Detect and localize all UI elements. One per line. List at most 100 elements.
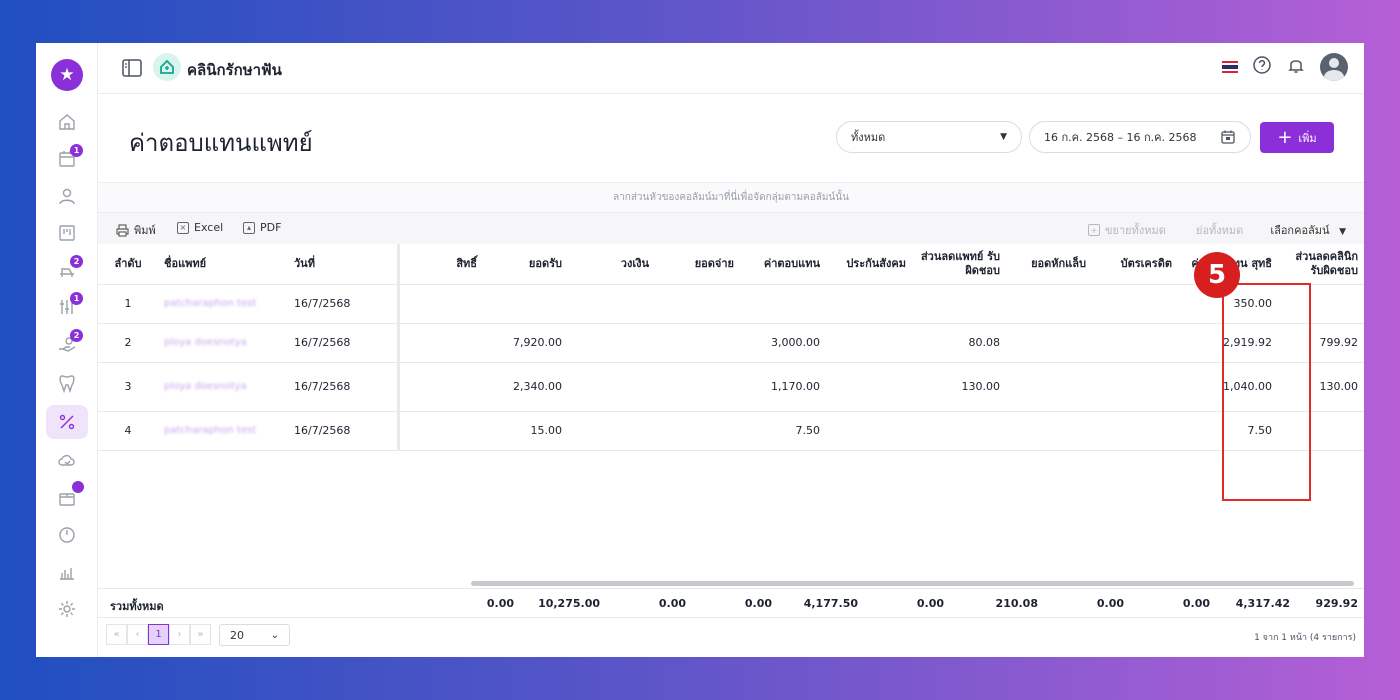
col-header[interactable]: ยอดรับ — [483, 244, 568, 285]
cell-social — [826, 284, 912, 324]
group-panel-hint[interactable]: ลากส่วนหัวของคอลัมน์มาที่นี่เพื่อจัดกลุ่… — [98, 182, 1364, 212]
hand-coin-icon[interactable]: 2 — [46, 327, 88, 361]
panel-toggle-icon[interactable] — [122, 59, 142, 77]
cell-social — [826, 362, 912, 412]
prev-page-button[interactable]: ‹ — [127, 624, 148, 645]
cell-doc-disc: 130.00 — [912, 362, 1006, 412]
cloud-check-icon[interactable] — [46, 443, 88, 477]
date-range-value: 16 ก.ค. 2568 – 16 ก.ค. 2568 — [1044, 131, 1197, 144]
board-icon[interactable] — [46, 216, 88, 250]
table-row[interactable]: 1 patcharaphon test 16/7/2568 350.00 — [98, 284, 1364, 324]
printer-icon — [116, 223, 129, 237]
col-header[interactable]: ยอดหักแล็บ — [1006, 244, 1092, 285]
excel-label: Excel — [194, 221, 224, 234]
col-header[interactable]: วันที่ — [288, 244, 400, 285]
cell-received: 2,340.00 — [483, 362, 568, 412]
cell-net: 1,040.00 — [1178, 362, 1278, 412]
expand-icon: + — [1088, 224, 1100, 236]
star-logo-icon[interactable]: ★ — [51, 59, 83, 91]
table-row[interactable]: 4 patcharaphon test 16/7/2568 15.00 7.50 7.50 — [98, 411, 1364, 451]
cell-doc-disc — [912, 284, 1006, 324]
col-header[interactable]: ชื่อแพทย์ — [158, 244, 288, 285]
total-credit: 0.00 — [1182, 597, 1210, 610]
expand-all-button[interactable]: + ขยายทั้งหมด — [1088, 221, 1166, 239]
cell-doctor: ploya doesnotya — [158, 362, 288, 412]
clinic-name: คลินิกรักษาฟัน — [187, 61, 282, 79]
dental-tools-icon[interactable]: 1 — [46, 290, 88, 324]
chevron-down-icon: ⌄ — [270, 629, 279, 641]
cell-date: 16/7/2568 — [288, 362, 400, 412]
chair-badge: 2 — [70, 255, 83, 268]
col-header[interactable]: บัตรเครดิต — [1092, 244, 1178, 285]
page-button[interactable]: 1 — [148, 624, 169, 645]
next-page-button[interactable]: › — [169, 624, 190, 645]
cell-right — [398, 362, 483, 412]
user-icon[interactable] — [46, 179, 88, 213]
expand-all-label: ขยายทั้งหมด — [1105, 224, 1166, 237]
cell-credit — [1092, 362, 1178, 412]
collapse-all-button[interactable]: ย่อทั้งหมด — [1196, 221, 1243, 239]
column-chooser[interactable]: เลือกคอลัมน์ ▼ — [1270, 221, 1346, 239]
cell-limit — [568, 411, 655, 451]
page-size-select[interactable]: 20 ⌄ — [219, 624, 290, 646]
horizontal-scrollbar[interactable] — [471, 581, 1354, 586]
bar-chart-icon[interactable] — [46, 555, 88, 589]
gauge-icon[interactable] — [46, 518, 88, 552]
cell-fee — [740, 284, 826, 324]
cell-fee: 3,000.00 — [740, 323, 826, 363]
help-icon[interactable] — [1252, 55, 1272, 79]
total-fee: 4,177.50 — [803, 597, 858, 610]
print-button[interactable]: พิมพ์ — [116, 221, 156, 239]
first-page-button[interactable]: « — [106, 624, 127, 645]
calendar-icon[interactable]: 1 — [46, 142, 88, 176]
col-header[interactable]: สิทธิ์ — [398, 244, 483, 285]
cell-clinic-disc: 130.00 — [1278, 362, 1364, 412]
col-header[interactable]: ค่าตอบแทน — [740, 244, 826, 285]
total-right: 0.00 — [486, 597, 514, 610]
cell-doc-disc: 80.08 — [912, 323, 1006, 363]
add-button[interactable]: + เพิ่ม — [1260, 122, 1334, 153]
excel-button[interactable]: × Excel — [177, 221, 223, 234]
tools-badge: 1 — [70, 292, 83, 305]
total-received: 10,275.00 — [538, 597, 600, 610]
home-icon[interactable] — [46, 105, 88, 139]
avatar[interactable] — [1320, 53, 1348, 81]
cell-received: 7,920.00 — [483, 323, 568, 363]
cell-no: 3 — [98, 362, 158, 412]
col-header[interactable]: ประกันสังคม — [826, 244, 912, 285]
cell-paid — [655, 323, 740, 363]
gear-icon[interactable] — [46, 592, 88, 626]
cell-received: 15.00 — [483, 411, 568, 451]
thai-flag-icon[interactable] — [1222, 61, 1238, 73]
col-header[interactable]: วงเงิน — [568, 244, 655, 285]
calendar-badge: 1 — [70, 144, 83, 157]
cell-doctor: patcharaphon test — [158, 284, 288, 324]
cell-net: 2,919.92 — [1178, 323, 1278, 363]
bell-icon[interactable] — [1286, 55, 1306, 79]
cell-fee: 1,170.00 — [740, 362, 826, 412]
percent-icon[interactable] — [46, 405, 88, 439]
cell-lab — [1006, 323, 1092, 363]
table-row[interactable]: 2 ploya doesnotya 16/7/2568 7,920.00 3,000.0… — [98, 323, 1364, 363]
collapse-all-label: ย่อทั้งหมด — [1196, 224, 1244, 237]
cell-social — [826, 411, 912, 451]
col-header[interactable]: ยอดจ่าย — [655, 244, 740, 285]
pdf-button[interactable]: ▴ PDF — [243, 221, 281, 234]
cell-lab — [1006, 411, 1092, 451]
col-header[interactable]: ส่วนลดคลินิก รับผิดชอบ — [1278, 244, 1364, 285]
dental-chair-icon[interactable]: 2 — [46, 253, 88, 287]
box-icon[interactable] — [46, 481, 88, 515]
tooth-icon[interactable] — [46, 366, 88, 400]
totals-label: รวมทั้งหมด — [110, 600, 164, 613]
cell-date: 16/7/2568 — [288, 411, 400, 451]
add-button-label: เพิ่ม — [1298, 131, 1317, 145]
last-page-button[interactable]: » — [190, 624, 211, 645]
pager: « ‹ 1 › » — [106, 624, 211, 645]
filter-select[interactable]: ทั้งหมด ▼ — [836, 121, 1022, 153]
cell-fee: 7.50 — [740, 411, 826, 451]
col-header[interactable]: ลำดับ — [98, 244, 158, 285]
col-header[interactable]: ส่วนลดแพทย์ รับผิดชอบ — [912, 244, 1006, 285]
table-row[interactable]: 3 ploya doesnotya 16/7/2568 2,340.00 1,170.0… — [98, 362, 1364, 412]
date-range-picker[interactable]: 16 ก.ค. 2568 – 16 ก.ค. 2568 — [1029, 121, 1251, 153]
total-lab: 0.00 — [1096, 597, 1124, 610]
